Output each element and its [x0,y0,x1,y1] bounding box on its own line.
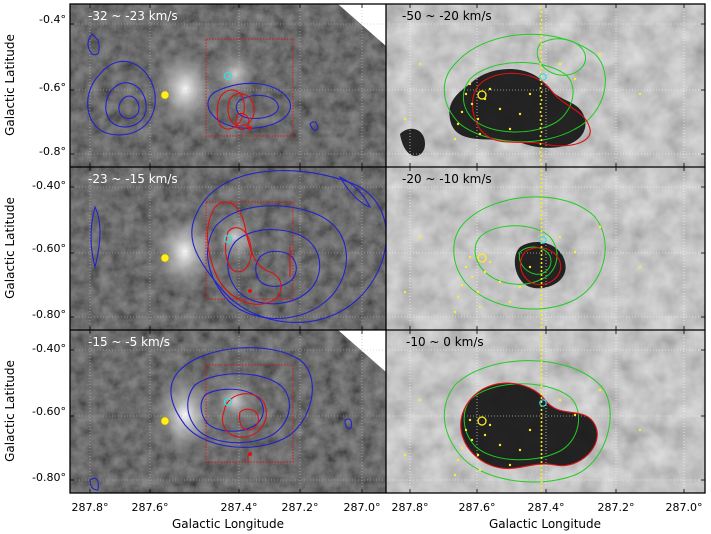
ytick-r2-1: -0.60° [32,242,66,255]
xtick-left-1: 287.6° [132,501,169,514]
ytick-r2-0: -0.40° [32,179,66,192]
left-panel-3 [70,330,386,493]
velocity-label-panel-3: -23 ~ -15 km/s [88,172,178,186]
velocity-label-panel-1: -32 ~ -23 km/s [88,9,178,23]
xtick-right-3: 287.2° [598,501,635,514]
y-axis-label-row2: Galactic Latitude [3,197,17,299]
xtick-left-2: 287.4° [221,501,258,514]
right-panel-2 [386,167,705,330]
y-axis-label-row3: Galactic Latitude [3,360,17,462]
xtick-right-1: 287.6° [459,501,496,514]
left-panel-2 [70,167,386,330]
xtick-left-0: 287.8° [72,501,109,514]
left-panel-1 [70,4,386,167]
x-axis-label-left: Galactic Longitude [172,517,284,531]
ytick-r1-0: -0.4° [39,13,66,26]
y-axis-label-row1: Galactic Latitude [3,34,17,136]
xtick-left-4: 287.0° [344,501,381,514]
ytick-r1-1: -0.6° [39,81,66,94]
xtick-right-0: 287.8° [392,501,429,514]
velocity-label-panel-2: -50 ~ -20 km/s [402,9,492,23]
velocity-label-panel-6: -10 ~ 0 km/s [406,335,484,349]
right-panel-1 [386,4,705,167]
velocity-label-panel-5: -15 ~ -5 km/s [88,335,170,349]
xtick-right-2: 287.4° [528,501,565,514]
ytick-r3-0: -0.40° [32,342,66,355]
ytick-r3-2: -0.80° [32,471,66,484]
xtick-left-3: 287.2° [282,501,319,514]
axis-ticks [70,4,705,493]
ytick-r1-2: -0.8° [39,145,66,158]
right-panel-3 [386,330,705,493]
ytick-r2-2: -0.80° [32,308,66,321]
panel-frames [69,3,706,494]
ytick-r3-1: -0.60° [32,405,66,418]
xtick-right-4: 287.0° [666,501,703,514]
velocity-label-panel-4: -20 ~ -10 km/s [402,172,492,186]
x-axis-label-right: Galactic Longitude [489,517,601,531]
